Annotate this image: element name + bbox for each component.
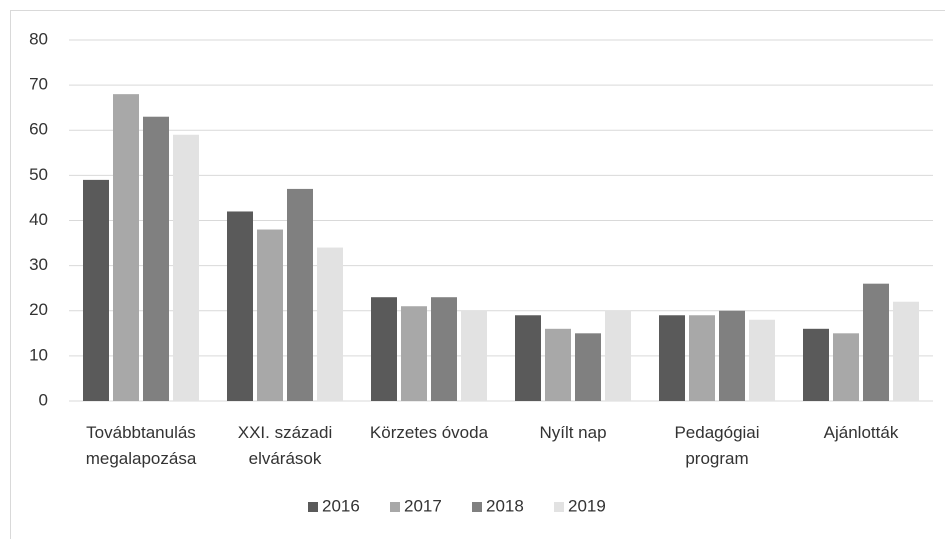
bar: [689, 315, 715, 401]
y-tick-label: 60: [29, 120, 48, 139]
x-tick-label: Pedagógiai program: [674, 423, 760, 468]
bar: [317, 247, 343, 401]
y-tick-label: 0: [39, 390, 48, 409]
x-tick-label: Továbbtanulás megalapozása: [85, 423, 197, 468]
bar: [257, 229, 283, 401]
y-tick-label: 30: [29, 255, 48, 274]
bar: [749, 319, 775, 401]
x-tick-label: Ajánlották: [823, 423, 899, 442]
bar: [227, 211, 253, 401]
y-tick-label: 40: [29, 210, 48, 229]
y-tick-label: 50: [29, 165, 48, 184]
y-tick-label: 10: [29, 345, 48, 364]
bar: [401, 306, 427, 401]
bar: [173, 134, 199, 401]
bar: [431, 297, 457, 401]
bar: [893, 301, 919, 401]
bar: [83, 179, 109, 401]
bar: [803, 328, 829, 401]
x-tick-label: Körzetes óvoda: [369, 423, 489, 442]
legend-swatch: [390, 502, 400, 512]
bar: [113, 94, 139, 402]
legend-swatch: [554, 502, 564, 512]
x-tick-label: Nyílt nap: [539, 423, 607, 442]
legend-label: 2018: [486, 496, 524, 515]
bar: [863, 283, 889, 401]
legend-swatch: [472, 502, 482, 512]
y-tick-label: 20: [29, 300, 48, 319]
legend-label: 2016: [322, 496, 360, 515]
chart-border: [10, 10, 945, 539]
bar: [143, 116, 169, 402]
legend-swatch: [308, 502, 318, 512]
x-tick-label: XXI. századi elvárások: [237, 423, 333, 468]
bar: [287, 188, 313, 401]
bar: [461, 310, 487, 401]
bar: [659, 315, 685, 401]
y-tick-label: 80: [29, 29, 48, 48]
bar: [515, 315, 541, 401]
legend-label: 2017: [404, 496, 442, 515]
bar: [545, 328, 571, 401]
bar: [605, 310, 631, 401]
bar: [575, 333, 601, 401]
bar: [371, 297, 397, 401]
y-tick-label: 70: [29, 75, 48, 94]
bar: [833, 333, 859, 401]
bar: [719, 310, 745, 401]
legend-label: 2019: [568, 496, 606, 515]
